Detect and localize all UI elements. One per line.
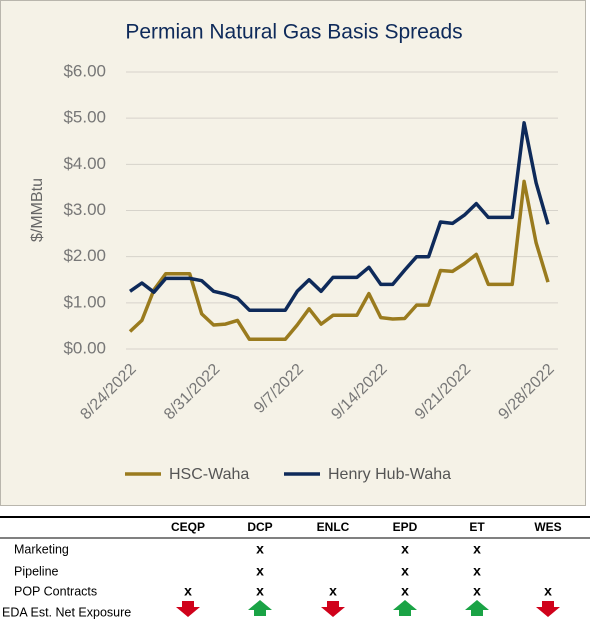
- table-header: EPD: [393, 520, 418, 534]
- table-cell: x: [473, 563, 481, 579]
- table-cell: x: [184, 583, 192, 599]
- chart-frame: [0, 0, 586, 506]
- series-line: [128, 121, 550, 312]
- table-cell: x: [401, 541, 409, 557]
- y-axis-label: $/MMBtu: [29, 178, 46, 242]
- table-cell: x: [256, 541, 264, 557]
- row-label: Marketing: [14, 542, 69, 556]
- legend-label: Henry Hub-Waha: [328, 466, 451, 483]
- arrow-up: [248, 600, 272, 616]
- y-tick-label: $3.00: [63, 200, 106, 219]
- table-cell: x: [329, 583, 337, 599]
- table-cell: x: [256, 583, 264, 599]
- row-label: POP Contracts: [14, 584, 97, 598]
- legend-label: HSC-Waha: [169, 466, 249, 483]
- y-tick-label: $5.00: [63, 108, 106, 127]
- y-tick-label: $2.00: [63, 246, 106, 265]
- table-header: DCP: [247, 520, 272, 534]
- exposure-arrows: [176, 600, 560, 617]
- y-tick-label: $1.00: [63, 292, 106, 311]
- y-tick-label: $0.00: [63, 338, 106, 357]
- y-tick-label: $6.00: [63, 61, 106, 80]
- chart-title: Permian Natural Gas Basis Spreads: [125, 21, 462, 44]
- table-cell: x: [473, 541, 481, 557]
- arrow-up: [393, 600, 417, 616]
- row-label: EDA Est. Net Exposure: [2, 605, 131, 619]
- series-line: [128, 179, 550, 342]
- arrow-down: [536, 601, 560, 617]
- table-header: CEQP: [171, 520, 205, 534]
- table-cell: x: [401, 583, 409, 599]
- table-cell: x: [544, 583, 552, 599]
- table-cell: x: [473, 583, 481, 599]
- arrow-down: [176, 601, 200, 617]
- table-header: ENLC: [317, 520, 350, 534]
- arrow-down: [321, 601, 345, 617]
- table-header: WES: [534, 520, 561, 534]
- arrow-up: [465, 600, 489, 616]
- row-label: Pipeline: [14, 564, 59, 578]
- table-cell: x: [256, 563, 264, 579]
- table-cell: x: [401, 563, 409, 579]
- table-header: ET: [469, 520, 485, 534]
- y-tick-label: $4.00: [63, 154, 106, 173]
